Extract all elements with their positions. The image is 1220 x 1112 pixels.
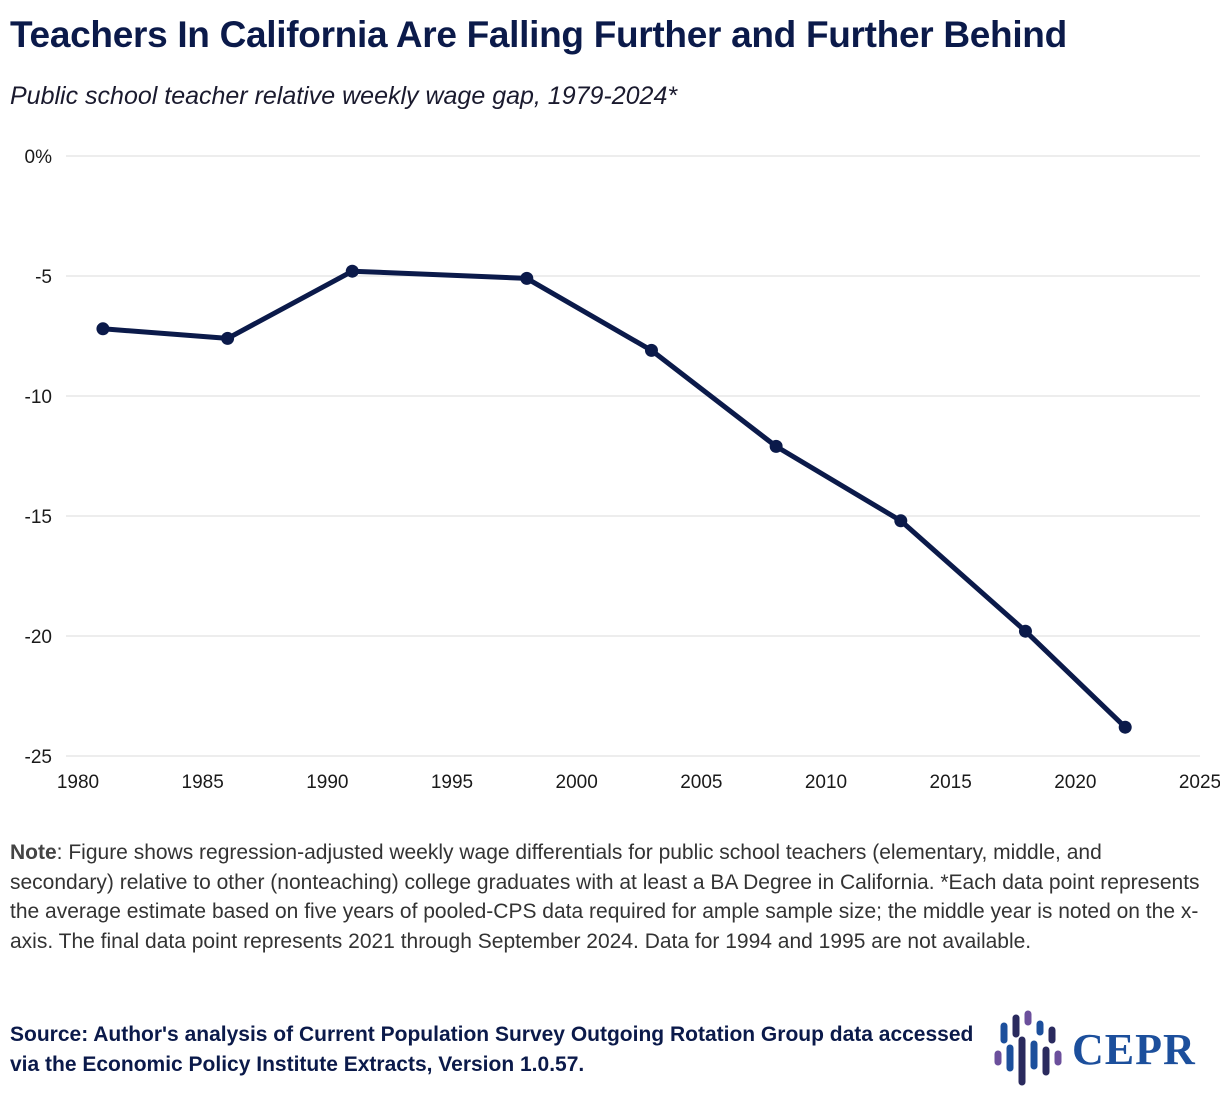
x-tick-label: 2020 bbox=[1054, 772, 1096, 793]
x-tick-label: 1990 bbox=[306, 772, 348, 793]
y-tick-label: -20 bbox=[25, 627, 52, 648]
cepr-logo: CEPR bbox=[990, 1010, 1205, 1090]
data-point bbox=[1018, 624, 1032, 638]
note-text: : Figure shows regression-adjusted weekl… bbox=[10, 841, 1200, 953]
note: Note: Figure shows regression-adjusted w… bbox=[10, 838, 1210, 956]
y-tick-label: -10 bbox=[25, 387, 52, 408]
x-tick-label: 2000 bbox=[556, 772, 598, 793]
data-point bbox=[644, 343, 658, 357]
data-point bbox=[520, 271, 534, 285]
x-tick-label: 2025 bbox=[1179, 772, 1220, 793]
x-tick-label: 1985 bbox=[182, 772, 224, 793]
data-point bbox=[1118, 720, 1132, 734]
data-point bbox=[769, 439, 783, 453]
y-tick-label: -15 bbox=[25, 507, 52, 528]
gridlines bbox=[66, 155, 1200, 757]
chart-subtitle: Public school teacher relative weekly wa… bbox=[10, 82, 678, 110]
chart-title: Teachers In California Are Falling Furth… bbox=[10, 14, 1067, 55]
data-point bbox=[96, 322, 110, 336]
cepr-logo-text: CEPR bbox=[1072, 1025, 1196, 1074]
data-point bbox=[221, 331, 235, 345]
data-point bbox=[345, 264, 359, 278]
series bbox=[96, 264, 1132, 734]
y-tick-label: 0% bbox=[25, 147, 53, 168]
series-line bbox=[100, 268, 1128, 730]
y-tick-label: -5 bbox=[35, 267, 52, 288]
y-tick-label: -25 bbox=[25, 747, 52, 768]
x-tick-label: 2015 bbox=[930, 772, 972, 793]
y-axis-ticks: 0% -5 -10 -15 -20 -25 bbox=[25, 147, 53, 768]
note-label: Note bbox=[10, 841, 57, 864]
x-axis-ticks: 1980 1985 1990 1995 2000 2005 2010 2015 2020 2025 bbox=[57, 772, 1220, 793]
x-tick-label: 2010 bbox=[805, 772, 847, 793]
x-tick-label: 1995 bbox=[431, 772, 473, 793]
source-text: Source: Author's analysis of Current Pop… bbox=[10, 1023, 974, 1076]
x-tick-label: 1980 bbox=[57, 772, 99, 793]
cepr-logo-icon bbox=[994, 1010, 1062, 1086]
line-chart: 0% -5 -10 -15 -20 -25 1980 1985 1990 1995 2000 200… bbox=[25, 147, 1220, 793]
data-point bbox=[894, 514, 908, 528]
x-tick-label: 2005 bbox=[680, 772, 722, 793]
